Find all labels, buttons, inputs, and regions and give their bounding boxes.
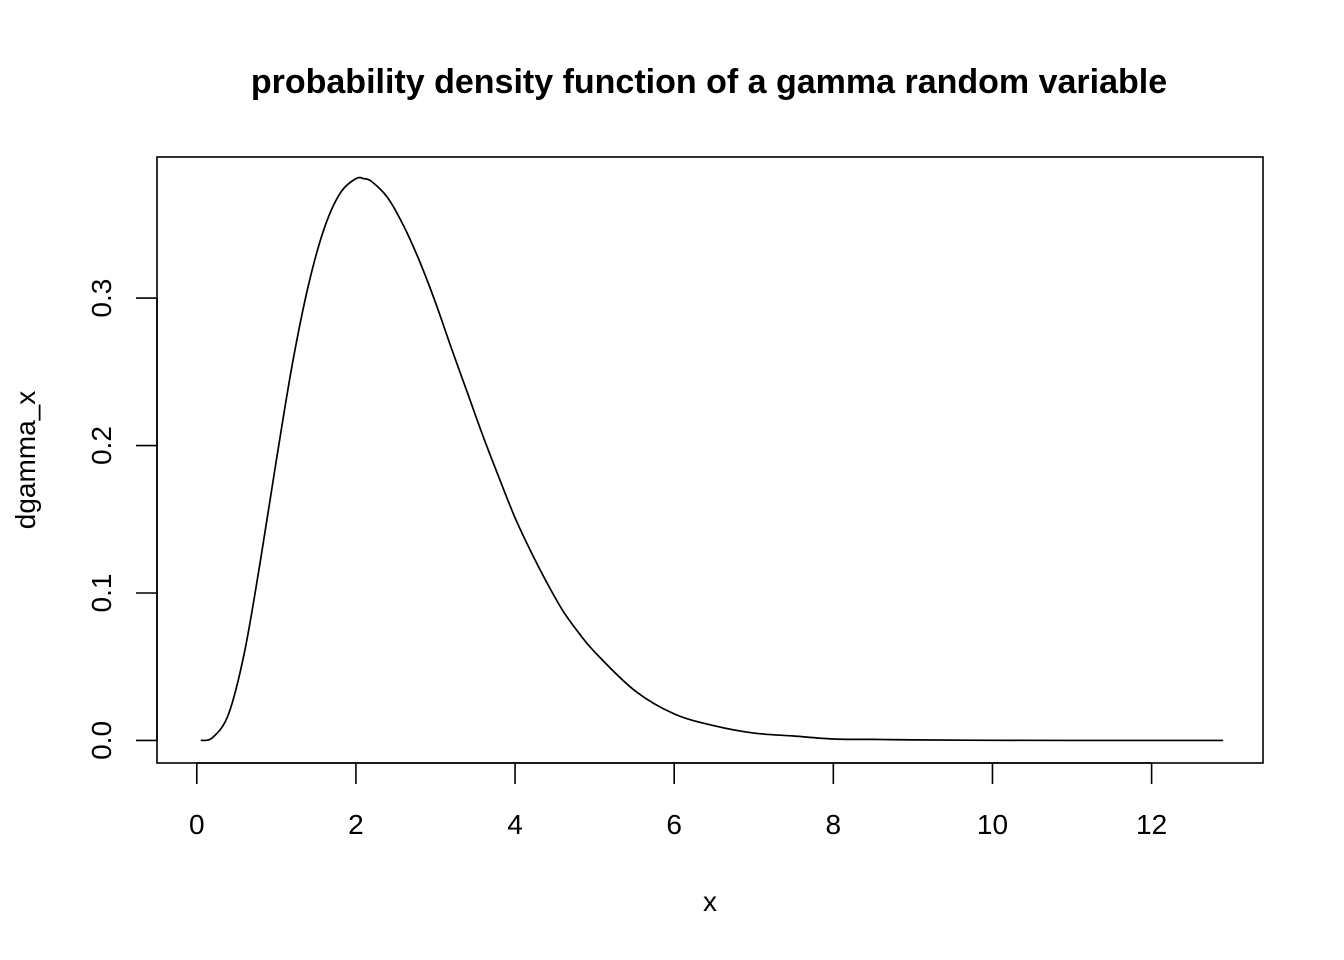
plot-frame xyxy=(156,156,1264,764)
y-axis-label: dgamma_x xyxy=(10,391,41,530)
x-tick-label: 0 xyxy=(189,809,205,840)
x-tick-label: 4 xyxy=(507,809,523,840)
x-tick-label: 10 xyxy=(977,809,1008,840)
y-tick-label: 0.2 xyxy=(86,426,117,465)
series-group xyxy=(200,176,1224,742)
y-axis: 0.0 0.1 0.2 0.3 xyxy=(86,279,158,760)
x-axis: 0 2 4 6 8 10 12 xyxy=(189,762,1167,840)
x-tick-label: 8 xyxy=(826,809,842,840)
x-tick-label: 12 xyxy=(1136,809,1167,840)
chart-title: probability density function of a gamma … xyxy=(251,63,1167,101)
x-tick-label: 2 xyxy=(348,809,364,840)
y-tick-label: 0.3 xyxy=(86,279,117,318)
x-tick-label: 6 xyxy=(666,809,682,840)
series-line xyxy=(200,176,1224,742)
y-tick-label: 0.0 xyxy=(86,721,117,760)
x-axis-label: x xyxy=(703,886,717,917)
y-tick-label: 0.1 xyxy=(86,574,117,613)
